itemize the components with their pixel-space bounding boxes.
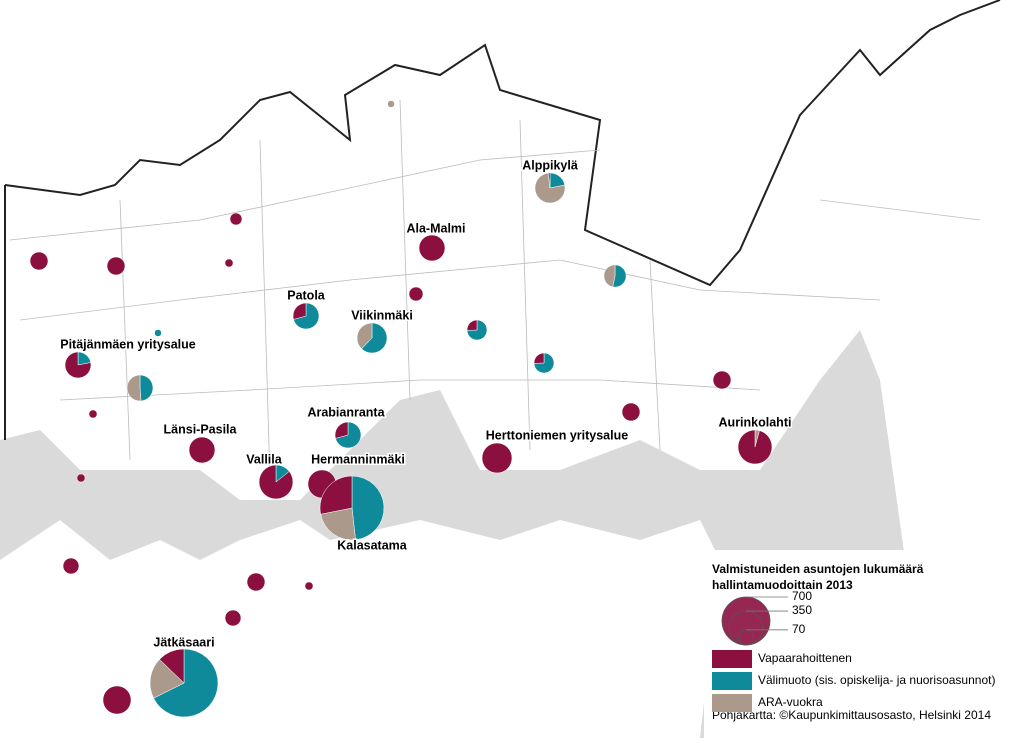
pie-slice (466, 319, 478, 331)
pie-slice (304, 581, 314, 591)
pie-slice (246, 572, 266, 592)
pie-slice (621, 402, 641, 422)
area-label: Kalasatama (337, 538, 408, 552)
area-label: Hermanninmäki (311, 452, 405, 466)
district-lines (9, 99, 981, 481)
pie-slice (387, 100, 395, 108)
pie-slice (126, 374, 142, 402)
pie-slice (356, 322, 373, 350)
legend-swatch (712, 650, 752, 668)
pie-slice (139, 374, 154, 402)
area-label: Ala-Malmi (406, 221, 465, 235)
pie-slice (229, 212, 243, 226)
area-label: Viikinmäki (351, 308, 413, 322)
pie-slice (408, 286, 424, 302)
pie-slice (159, 648, 185, 684)
legend-box (704, 550, 1023, 738)
area-label: Pitäjänmäen yritysalue (60, 337, 196, 351)
size-legend-label: 350 (792, 603, 812, 617)
pie-slice (258, 464, 294, 500)
legend-label: ARA-vuokra (758, 695, 823, 709)
pie-slice (149, 659, 185, 699)
legend-title: Valmistuneiden asuntojen lukumäärä hallin… (712, 562, 924, 592)
legend-label: Välimuoto (sis. opiskelija- ja nuorisoas… (758, 673, 995, 687)
pie-slice (603, 264, 616, 288)
pie-slice (320, 507, 356, 541)
area-label: Vallila (246, 452, 282, 466)
pie-slice (533, 352, 545, 364)
area-label: Arabianranta (307, 405, 385, 419)
area-label: Patola (287, 288, 326, 302)
pie-slice (712, 370, 732, 390)
pie-slice (418, 234, 446, 262)
pie-slice (737, 429, 773, 465)
pie-slice (351, 475, 385, 541)
source: Pohjakartta: ©Kaupunkimittausosasto, Hel… (712, 708, 991, 722)
pie-slice (62, 557, 80, 575)
legend-label: Vapaarahoittenen (758, 651, 852, 665)
size-legend-circle (721, 596, 771, 646)
legend-swatch (712, 672, 752, 690)
area-label: Alppikylä (522, 158, 578, 172)
pie-slice (224, 258, 234, 268)
area-label: Länsi-Pasila (164, 422, 238, 436)
area-label: Jätkäsaari (153, 635, 214, 649)
pie-slice (548, 172, 551, 189)
pie-slice (64, 351, 92, 379)
pie-slice (334, 421, 349, 439)
islands (40, 560, 690, 700)
area-label: Aurinkolahti (719, 415, 792, 429)
pie-slice (102, 685, 132, 715)
pie-slice (188, 436, 216, 464)
pie-slice (153, 648, 219, 718)
pies (29, 100, 773, 718)
pie-slice (361, 322, 388, 354)
pie-slice (612, 264, 627, 288)
pie-slice (319, 475, 353, 515)
legend-swatch (712, 694, 752, 712)
pie-slice (106, 256, 126, 276)
pie-slice (76, 473, 86, 483)
pie-slice (88, 409, 98, 419)
pie-slice (292, 302, 307, 320)
pie-slice (29, 251, 49, 271)
city-border (4, 0, 1001, 287)
size-legend-label: 700 (792, 589, 812, 603)
pie-slice (224, 609, 242, 627)
pie-slice (154, 329, 162, 337)
pie-slice (481, 442, 513, 474)
area-label: Herttoniemen yritysalue (486, 428, 628, 442)
size-legend-label: 70 (792, 622, 806, 636)
